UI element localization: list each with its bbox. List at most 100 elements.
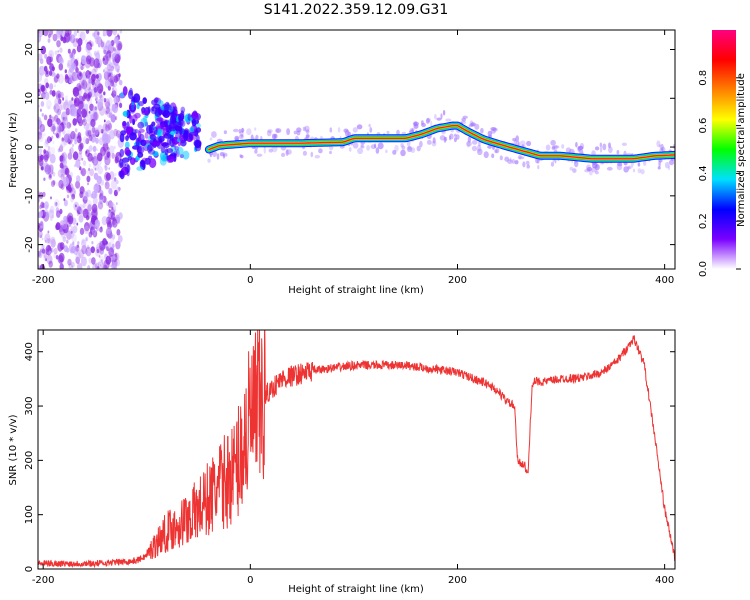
heatmap-noise-blob bbox=[58, 63, 64, 71]
heatmap-xtick-label: 0 bbox=[247, 275, 253, 286]
heatmap-halo-blob bbox=[310, 151, 314, 158]
heatmap-noise-blob bbox=[47, 106, 50, 110]
heatmap-halo-blob bbox=[594, 146, 600, 151]
heatmap-halo-blob bbox=[471, 145, 478, 152]
heatmap-halo-blob bbox=[357, 147, 364, 154]
heatmap-noise-blob bbox=[110, 93, 113, 96]
snr-xtick-label: -200 bbox=[32, 575, 55, 586]
heatmap-noise-blob bbox=[40, 45, 46, 55]
heatmap-scatter-blob bbox=[152, 150, 159, 157]
heatmap-noise-blob bbox=[64, 73, 69, 80]
heatmap-noise-blob bbox=[103, 91, 106, 96]
heatmap-noise-blob bbox=[67, 152, 73, 160]
chart-title: S141.2022.359.12.09.G31 bbox=[263, 2, 449, 18]
heatmap-noise-blob bbox=[110, 80, 115, 87]
heatmap-noise-blob bbox=[103, 119, 106, 123]
heatmap-noise-blob bbox=[39, 120, 43, 126]
heatmap-halo-blob bbox=[487, 145, 492, 149]
heatmap-halo-blob bbox=[394, 144, 399, 152]
heatmap-noise-blob bbox=[104, 165, 107, 168]
heatmap-noise-blob bbox=[89, 103, 94, 112]
heatmap-noise-blob bbox=[105, 106, 110, 115]
heatmap-noise-blob bbox=[98, 92, 103, 99]
heatmap-noise-blob bbox=[99, 226, 103, 233]
heatmap-noise-blob bbox=[88, 257, 92, 264]
heatmap-halo-blob bbox=[545, 144, 551, 151]
heatmap-scatter-blob bbox=[172, 140, 177, 148]
heatmap-noise-blob bbox=[85, 93, 91, 102]
heatmap-noise-blob bbox=[106, 226, 111, 235]
heatmap-halo-blob bbox=[553, 149, 558, 153]
heatmap-noise-blob bbox=[98, 192, 104, 201]
heatmap-halo-blob bbox=[375, 147, 380, 154]
heatmap-halo-blob bbox=[470, 122, 476, 127]
heatmap-noise-blob bbox=[59, 263, 64, 269]
heatmap-halo-blob bbox=[602, 143, 607, 151]
heatmap-noise-blob bbox=[66, 129, 71, 137]
heatmap-noise-blob bbox=[82, 195, 88, 204]
heatmap-noise-blob bbox=[40, 234, 43, 239]
heatmap-halo-blob bbox=[672, 144, 675, 149]
heatmap-halo-blob bbox=[255, 134, 259, 140]
heatmap-noise-blob bbox=[66, 239, 69, 244]
heatmap-halo-blob bbox=[416, 145, 421, 152]
heatmap-noise-blob bbox=[41, 248, 46, 254]
heatmap-noise-blob bbox=[59, 155, 64, 162]
heatmap-noise-blob bbox=[46, 244, 51, 253]
heatmap-halo-blob bbox=[637, 168, 642, 174]
heatmap-noise-blob bbox=[38, 135, 41, 142]
heatmap-halo-blob bbox=[352, 142, 359, 149]
heatmap-noise-blob bbox=[97, 31, 100, 36]
heatmap-scatter-blob bbox=[160, 147, 166, 153]
heatmap-noise-blob bbox=[80, 65, 84, 71]
heatmap-scatter-blob bbox=[161, 154, 168, 162]
heatmap-noise-blob bbox=[78, 249, 84, 259]
heatmap-halo-blob bbox=[256, 153, 263, 157]
heatmap-noise-blob bbox=[42, 211, 50, 222]
heatmap-noise-blob bbox=[72, 151, 79, 161]
snr-xtick-label: 0 bbox=[247, 575, 253, 586]
heatmap-noise-blob bbox=[107, 78, 114, 87]
heatmap-scatter-blob bbox=[174, 106, 178, 112]
heatmap-noise-blob bbox=[43, 154, 49, 163]
heatmap-noise-blob bbox=[87, 129, 92, 137]
heatmap-scatter-blob bbox=[124, 163, 130, 173]
heatmap-noise-blob bbox=[45, 99, 52, 110]
heatmap-noise-blob bbox=[67, 59, 72, 67]
heatmap-scatter-blob bbox=[174, 146, 180, 151]
heatmap-noise-blob bbox=[71, 261, 75, 268]
heatmap-noise-blob bbox=[74, 140, 77, 145]
heatmap-noise-blob bbox=[107, 242, 112, 249]
heatmap-noise-blob bbox=[85, 238, 88, 242]
heatmap-noise-blob bbox=[45, 258, 47, 262]
heatmap-noise-blob bbox=[108, 187, 113, 195]
heatmap-noise-blob bbox=[43, 201, 49, 210]
heatmap-noise-blob bbox=[49, 174, 52, 179]
heatmap-noise-blob bbox=[92, 230, 98, 238]
heatmap-halo-blob bbox=[209, 137, 213, 141]
heatmap-noise-blob bbox=[55, 202, 58, 206]
heatmap-noise-blob bbox=[106, 201, 110, 206]
heatmap-halo-blob bbox=[246, 128, 252, 136]
heatmap-noise-blob bbox=[85, 70, 91, 79]
heatmap-noise-blob bbox=[99, 193, 102, 197]
heatmap-halo-blob bbox=[234, 135, 240, 141]
heatmap-halo-blob bbox=[374, 143, 377, 149]
heatmap-noise-blob bbox=[118, 73, 121, 78]
heatmap-noise-blob bbox=[91, 241, 94, 245]
heatmap-noise-blob bbox=[76, 44, 82, 53]
heatmap-noise-blob bbox=[64, 95, 69, 101]
heatmap-noise-blob bbox=[46, 56, 52, 65]
heatmap-noise-blob bbox=[59, 47, 63, 53]
heatmap-noise-blob bbox=[50, 236, 56, 245]
heatmap-halo-blob bbox=[569, 166, 574, 171]
heatmap-noise-blob bbox=[108, 247, 115, 257]
heatmap-noise-blob bbox=[79, 137, 82, 142]
heatmap-halo-blob bbox=[461, 117, 467, 122]
heatmap-noise-blob bbox=[38, 65, 45, 76]
heatmap-halo-blob bbox=[608, 146, 613, 154]
heatmap-halo-blob bbox=[471, 140, 478, 145]
heatmap-scatter-blob bbox=[146, 144, 153, 153]
heatmap-noise-blob bbox=[93, 161, 99, 172]
colorbar-tick-label: 0.0 bbox=[698, 261, 709, 277]
